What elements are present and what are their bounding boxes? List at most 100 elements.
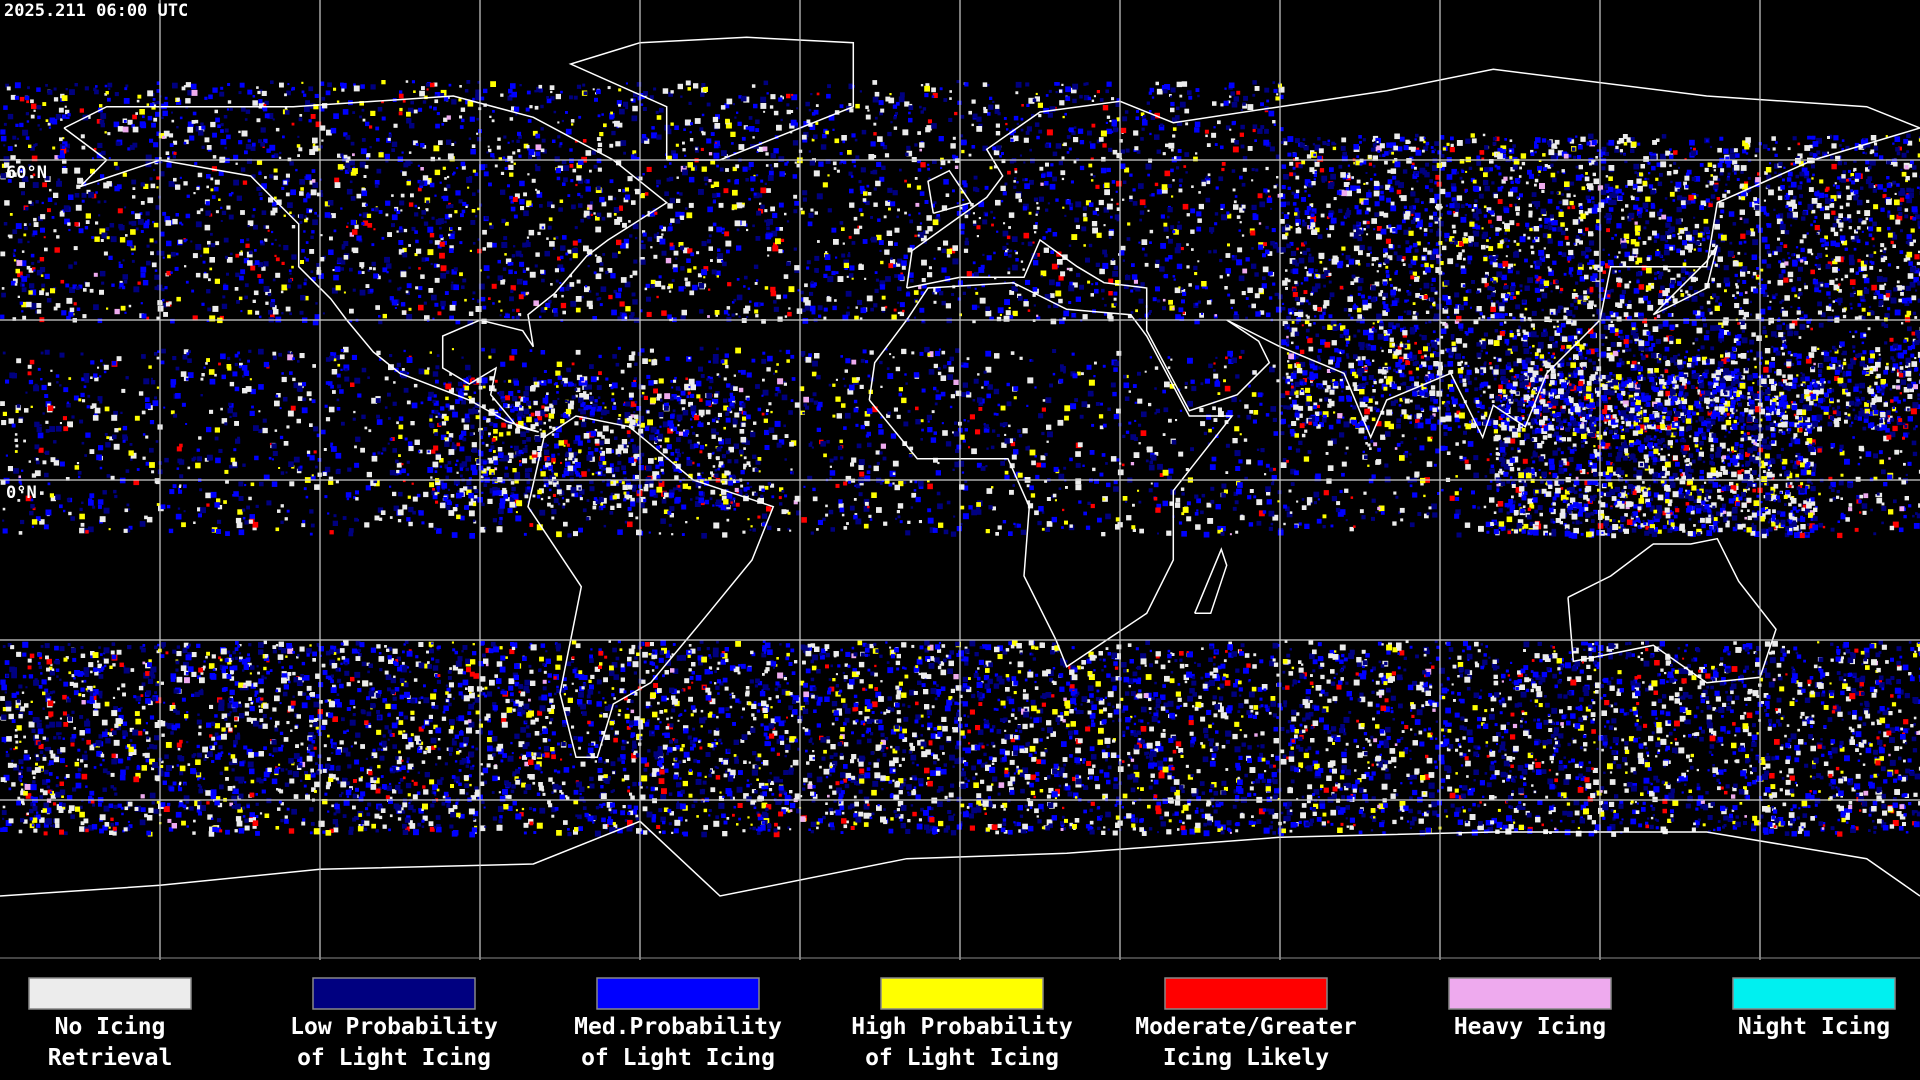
icing-pixel — [30, 700, 33, 703]
icing-pixel — [145, 731, 149, 735]
icing-pixel — [709, 681, 712, 684]
icing-pixel — [1731, 742, 1737, 749]
icing-pixel — [1192, 692, 1197, 697]
icing-pixel — [1885, 660, 1889, 664]
icing-pixel — [985, 761, 988, 764]
icing-pixel — [1899, 746, 1903, 750]
icing-pixel — [907, 705, 911, 708]
icing-pixel — [1574, 763, 1579, 768]
icing-pixel — [825, 811, 829, 815]
icing-pixel — [1579, 669, 1584, 674]
icing-pixel — [1265, 760, 1270, 765]
icing-pixel — [901, 692, 907, 698]
icing-pixel — [379, 668, 383, 672]
icing-pixel — [112, 826, 117, 831]
icing-pixel — [736, 823, 739, 826]
icing-pixel — [417, 822, 422, 827]
icing-pixel — [1771, 756, 1776, 761]
icing-pixel — [905, 828, 911, 834]
icing-pixel — [534, 717, 539, 722]
icing-pixel — [1194, 826, 1201, 833]
icing-pixel — [914, 777, 918, 781]
icing-pixel — [606, 802, 613, 808]
icing-pixel — [369, 687, 373, 692]
icing-pixel — [1327, 730, 1332, 735]
icing-pixel — [1160, 732, 1166, 738]
icing-pixel — [812, 654, 818, 661]
icing-pixel — [75, 773, 81, 779]
icing-pixel — [786, 737, 789, 741]
icing-pixel — [1740, 715, 1745, 720]
icing-pixel — [304, 771, 308, 775]
icing-pixel — [1878, 730, 1881, 734]
icing-pixel — [871, 789, 877, 796]
icing-pixel — [1089, 712, 1096, 719]
icing-pixel — [72, 657, 77, 662]
icing-pixel — [1050, 731, 1056, 737]
icing-pixel — [1234, 746, 1241, 753]
icing-pixel — [902, 728, 907, 734]
icing-pixel — [826, 736, 830, 740]
icing-pixel — [213, 797, 218, 802]
icing-pixel — [15, 704, 19, 709]
icing-pixel — [1721, 808, 1727, 815]
icing-pixel — [865, 688, 868, 691]
icing-pixel — [343, 640, 349, 646]
icing-pixel — [157, 770, 164, 777]
icing-pixel — [1209, 645, 1214, 650]
icing-pixel — [1851, 787, 1856, 792]
icing-pixel — [280, 768, 285, 772]
icing-pixel — [422, 815, 428, 821]
icing-pixel — [1534, 699, 1539, 703]
icing-pixel — [415, 655, 419, 659]
icing-pixel — [1459, 673, 1463, 678]
icing-pixel — [1017, 725, 1021, 729]
icing-pixel — [1725, 806, 1729, 810]
icing-pixel — [630, 699, 634, 704]
icing-pixel — [1345, 769, 1351, 776]
icing-pixel — [1873, 749, 1878, 755]
icing-pixel — [1286, 801, 1292, 807]
icing-pixel — [292, 695, 295, 698]
icing-pixel — [127, 820, 130, 823]
icing-pixel — [1583, 742, 1588, 747]
icing-pixel — [1433, 760, 1437, 764]
icing-pixel — [761, 761, 764, 764]
icing-pixel — [1080, 703, 1083, 706]
icing-pixel — [1799, 716, 1803, 719]
icing-pixel — [1409, 820, 1415, 826]
icing-pixel — [858, 661, 865, 668]
icing-pixel — [468, 703, 474, 710]
icing-pixel — [529, 669, 534, 674]
icing-pixel — [492, 705, 498, 711]
icing-pixel — [112, 696, 116, 699]
icing-pixel — [385, 674, 392, 680]
icing-pixel — [1127, 751, 1131, 756]
icing-pixel — [9, 747, 12, 751]
icing-pixel — [1830, 642, 1834, 646]
icing-pixel — [1034, 646, 1039, 650]
icing-pixel — [501, 689, 505, 692]
icing-pixel — [1425, 754, 1429, 759]
icing-pixel — [1148, 827, 1153, 831]
icing-pixel — [366, 711, 372, 717]
icing-pixel — [1489, 765, 1495, 771]
icing-pixel — [5, 750, 8, 754]
icing-pixel — [1617, 688, 1622, 693]
icing-pixel — [1650, 782, 1653, 786]
icing-pixel — [575, 814, 578, 818]
icing-pixel — [297, 756, 303, 762]
icing-pixel — [1591, 729, 1596, 734]
icing-pixel — [907, 791, 910, 794]
icing-pixel — [573, 736, 578, 740]
icing-pixel — [1541, 671, 1548, 678]
icing-pixel — [957, 702, 960, 706]
icing-pixel — [1553, 731, 1559, 737]
icing-pixel — [1777, 817, 1784, 823]
icing-pixel — [1857, 724, 1862, 729]
icing-pixel — [1790, 733, 1797, 740]
icing-pixel — [1201, 647, 1204, 650]
icing-pixel — [89, 790, 95, 796]
icing-pixel — [78, 772, 81, 776]
icing-pixel — [1381, 759, 1385, 763]
